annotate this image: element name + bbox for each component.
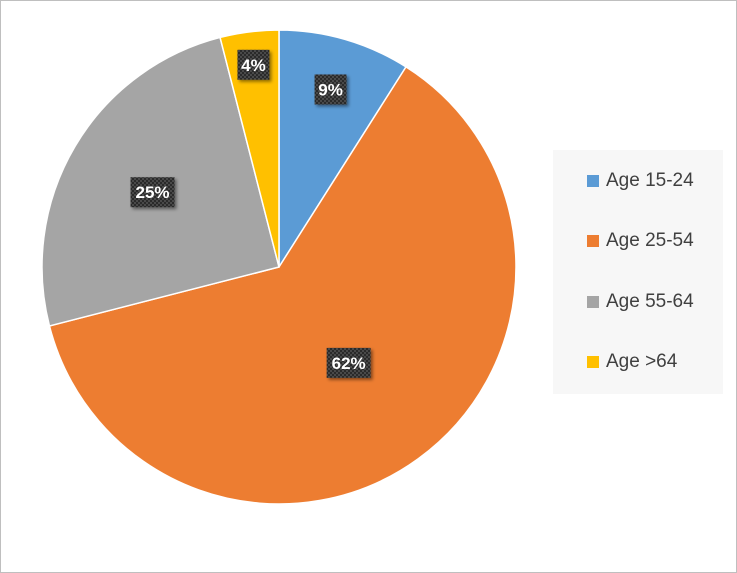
data-label-box: [130, 177, 175, 208]
data-label-3: 25%: [130, 177, 175, 208]
pie-slice-4: [219, 29, 280, 268]
legend-swatch: [587, 235, 599, 247]
legend-item-age-25-54: Age 25-54: [587, 230, 694, 252]
data-label-4: 4%: [237, 49, 270, 80]
legend-label: Age 55-64: [606, 291, 694, 312]
legend-item-age-over-64: Age >64: [587, 351, 677, 373]
data-label-text: 25%: [136, 183, 170, 202]
data-label-box: [326, 347, 371, 378]
data-label-text: 9%: [318, 80, 343, 99]
legend-label: Age >64: [606, 351, 678, 372]
legend-label: Age 25-54: [606, 230, 694, 251]
data-label-box: [237, 49, 270, 80]
pie-slice-2: [48, 65, 517, 505]
legend-swatch: [587, 296, 599, 308]
data-label-text: 62%: [332, 354, 366, 373]
data-label-text: 4%: [241, 56, 266, 75]
data-label-1: 9%: [314, 74, 347, 105]
legend-swatch: [587, 175, 599, 187]
data-label-box: [314, 74, 347, 105]
legend-swatch: [587, 356, 599, 368]
pie-slice-1: [278, 29, 408, 270]
legend-item-age-55-64: Age 55-64: [587, 291, 694, 313]
legend-item-age-15-24: Age 15-24: [587, 170, 694, 192]
legend: Age 15-24 Age 25-54 Age 55-64 Age >64: [553, 150, 723, 394]
data-label-2: 62%: [326, 347, 371, 378]
legend-label: Age 15-24: [606, 170, 694, 191]
